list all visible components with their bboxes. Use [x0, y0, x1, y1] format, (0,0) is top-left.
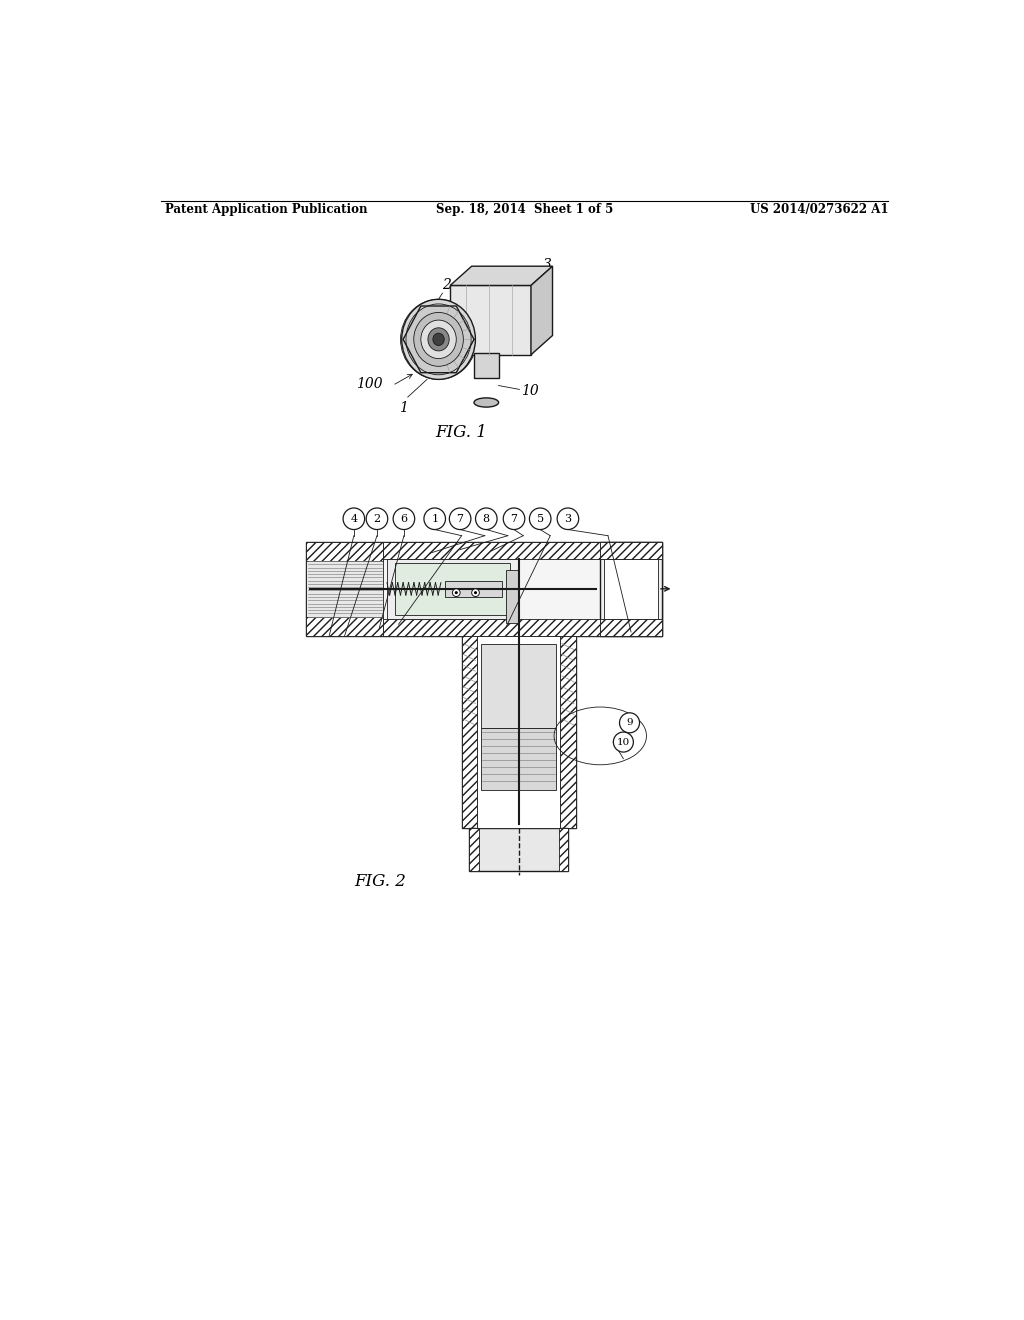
Ellipse shape	[401, 300, 475, 379]
Bar	[462, 636, 575, 829]
Bar	[604, 558, 658, 619]
Bar	[462, 636, 477, 829]
Bar	[469, 829, 568, 871]
Circle shape	[620, 713, 640, 733]
Text: Sep. 18, 2014  Sheet 1 of 5: Sep. 18, 2014 Sheet 1 of 5	[436, 203, 613, 216]
Ellipse shape	[411, 310, 466, 368]
Text: 7: 7	[511, 513, 517, 524]
Text: 2: 2	[374, 513, 381, 524]
Text: 8: 8	[482, 513, 489, 524]
Bar	[477, 636, 560, 829]
Ellipse shape	[428, 329, 449, 350]
Bar	[451, 285, 531, 355]
Bar	[600, 619, 662, 636]
Circle shape	[557, 508, 579, 529]
Polygon shape	[531, 267, 553, 355]
Text: 6: 6	[400, 513, 408, 524]
Text: 10: 10	[521, 384, 539, 397]
Bar	[387, 558, 518, 619]
Text: Patent Application Publication: Patent Application Publication	[165, 203, 368, 216]
Bar	[600, 543, 662, 558]
Bar	[560, 636, 575, 829]
Bar	[306, 543, 383, 636]
Text: 1: 1	[431, 513, 438, 524]
Ellipse shape	[400, 300, 476, 379]
Bar	[600, 543, 662, 558]
Text: 1: 1	[399, 401, 409, 414]
Ellipse shape	[417, 317, 461, 363]
Text: 100: 100	[356, 378, 383, 391]
Circle shape	[613, 733, 634, 752]
Text: FIG. 2: FIG. 2	[354, 873, 406, 890]
Ellipse shape	[417, 317, 461, 363]
Polygon shape	[451, 267, 553, 285]
Circle shape	[453, 589, 460, 597]
Circle shape	[393, 508, 415, 529]
Bar	[383, 543, 600, 558]
Bar	[600, 619, 662, 636]
Text: FIG. 1: FIG. 1	[436, 424, 487, 441]
Bar	[306, 543, 662, 636]
Circle shape	[424, 508, 445, 529]
Circle shape	[475, 508, 497, 529]
Bar	[306, 543, 383, 561]
Ellipse shape	[423, 322, 455, 356]
Text: 4: 4	[350, 513, 357, 524]
Ellipse shape	[423, 322, 455, 356]
Circle shape	[343, 508, 365, 529]
Bar	[506, 570, 518, 623]
Text: 5: 5	[537, 513, 544, 524]
Bar	[481, 644, 556, 729]
Bar	[481, 729, 556, 789]
Bar	[444, 581, 503, 597]
Ellipse shape	[421, 321, 457, 359]
Circle shape	[474, 591, 477, 594]
Bar	[559, 829, 568, 871]
Bar	[469, 829, 478, 871]
Text: 9: 9	[627, 718, 633, 727]
Text: 3: 3	[564, 513, 571, 524]
Bar	[600, 543, 662, 636]
Circle shape	[503, 508, 524, 529]
Ellipse shape	[411, 310, 466, 368]
Ellipse shape	[403, 302, 474, 376]
Circle shape	[455, 591, 458, 594]
Bar	[474, 354, 499, 378]
Text: 7: 7	[457, 513, 464, 524]
Text: US 2014/0273622 A1: US 2014/0273622 A1	[750, 203, 888, 216]
Text: 10: 10	[616, 738, 630, 747]
Ellipse shape	[433, 333, 444, 346]
Circle shape	[529, 508, 551, 529]
Bar	[394, 562, 510, 615]
Ellipse shape	[406, 304, 471, 375]
Text: 3: 3	[543, 257, 551, 272]
Circle shape	[472, 589, 479, 597]
Ellipse shape	[474, 397, 499, 407]
Bar	[383, 619, 600, 636]
Circle shape	[450, 508, 471, 529]
Ellipse shape	[414, 313, 463, 367]
Circle shape	[367, 508, 388, 529]
Ellipse shape	[403, 302, 474, 376]
Ellipse shape	[428, 329, 449, 350]
Ellipse shape	[428, 327, 450, 351]
Text: 2: 2	[442, 277, 452, 292]
Bar	[306, 616, 383, 636]
